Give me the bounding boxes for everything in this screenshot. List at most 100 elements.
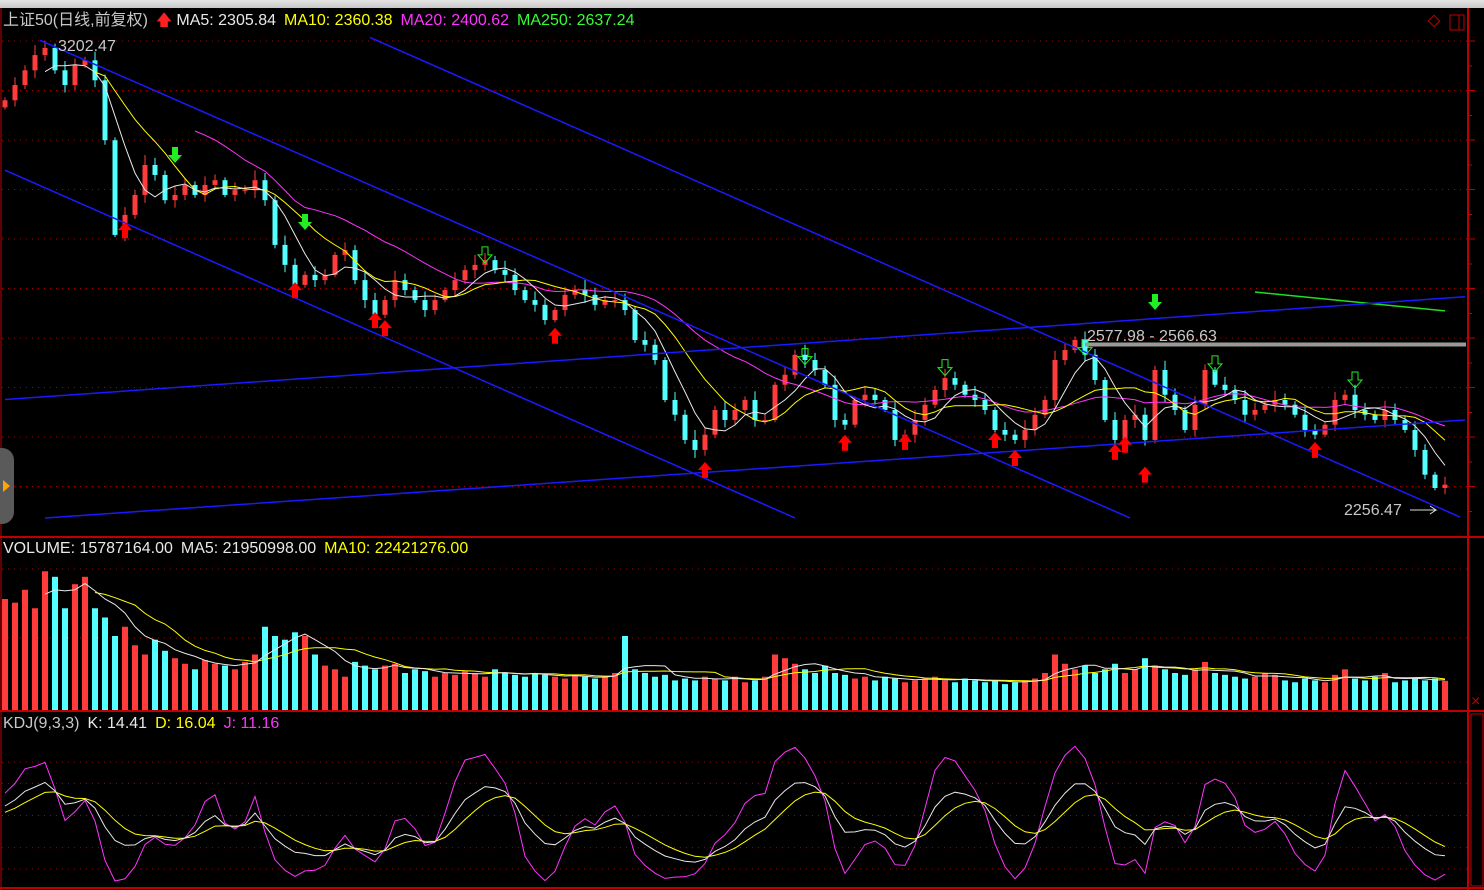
layout-toggle-icon[interactable] [1449,14,1465,31]
volume-bar [422,671,428,710]
candle [252,170,258,199]
candle-body [952,378,958,385]
volume-bar [682,678,688,710]
candle [492,255,498,274]
side-panel-toggle[interactable] [0,448,14,524]
candle-body [412,290,418,301]
candle [422,291,428,317]
candle [1362,402,1368,421]
trendline [4,295,1466,401]
kdj-d-line [4,791,1446,858]
trendline [4,169,796,519]
candle [692,429,698,458]
candle [542,299,548,325]
candle-body [322,274,328,281]
candle [952,371,958,390]
buy-arrow-icon [378,320,392,337]
candle-body [842,419,848,425]
volume-bar [732,676,738,710]
candle-body [442,290,448,301]
candle-body [142,164,148,195]
volume-bar [962,678,968,710]
buy-arrow-icon [698,461,712,478]
sell-arrow-outline-icon [1076,339,1094,357]
volume-bar [812,673,818,710]
candle [702,427,708,456]
volume-bar [492,669,498,710]
volume-bar [1402,680,1408,710]
close-pane-icon[interactable]: × [1471,693,1480,710]
volume-bar [1322,682,1328,710]
candle [202,176,208,202]
ma10-line [94,71,1446,441]
volume-bar [2,599,8,710]
candle [1232,384,1238,404]
candle [1102,377,1108,423]
diamond-icon[interactable] [1427,14,1441,28]
candle-body [1292,404,1298,415]
volume-bar [1252,676,1258,710]
volume-bar [852,678,858,710]
candle-body [1082,340,1088,355]
candle-body [852,399,858,425]
candle [932,385,938,409]
candle-body [472,264,478,271]
volume-bar [1062,663,1068,710]
candle-body [572,290,578,295]
candle [712,405,718,439]
candle [1182,406,1188,433]
volume-bar [1212,673,1218,710]
volume-bar [442,673,448,710]
candle [722,400,728,428]
candle [392,270,398,308]
candle [852,396,858,428]
volume-bar [82,576,88,710]
volume-bar [242,661,248,710]
trendline [39,39,1131,519]
ma20-line [194,130,1446,427]
candle-body [1012,434,1018,440]
candle [32,45,38,79]
candle-body [732,409,738,420]
candle [352,245,358,285]
candle-body [1242,399,1248,415]
volume-bar [1262,673,1268,710]
candle [502,260,508,283]
volume-bar [1392,682,1398,710]
volume-bar [762,676,768,710]
candle-body [802,354,808,361]
chart-title: 上证50(日线,前复权) [3,12,148,29]
candle [112,137,118,238]
candle [1212,367,1218,388]
volume-bar [392,663,398,710]
volume-bar [792,663,798,710]
candle [72,58,78,91]
candle-body [822,370,828,385]
candle [742,396,748,413]
volume-bar [1072,669,1078,710]
candle-body [782,374,788,385]
candle-body [912,419,918,435]
volume-bar [532,673,538,710]
candle-body [672,399,678,415]
trendline [369,36,1461,518]
high-price-label: 3202.47 [58,38,116,55]
volume-bar [1042,673,1048,710]
volume-bar [832,673,838,710]
volume-bar [802,669,808,710]
candle [92,51,98,88]
candle-body [112,140,118,235]
candle-body [242,190,248,192]
candle-body [1192,404,1198,430]
volume-bar [102,617,108,710]
buy-arrow-icon [1308,441,1322,458]
candle-body [22,70,28,86]
volume-bar [912,680,918,710]
candle [322,269,328,285]
volume-bar [462,671,468,710]
volume-bar [222,665,228,710]
volume-bar [632,669,638,710]
candle [1262,400,1268,414]
candle [752,391,758,427]
